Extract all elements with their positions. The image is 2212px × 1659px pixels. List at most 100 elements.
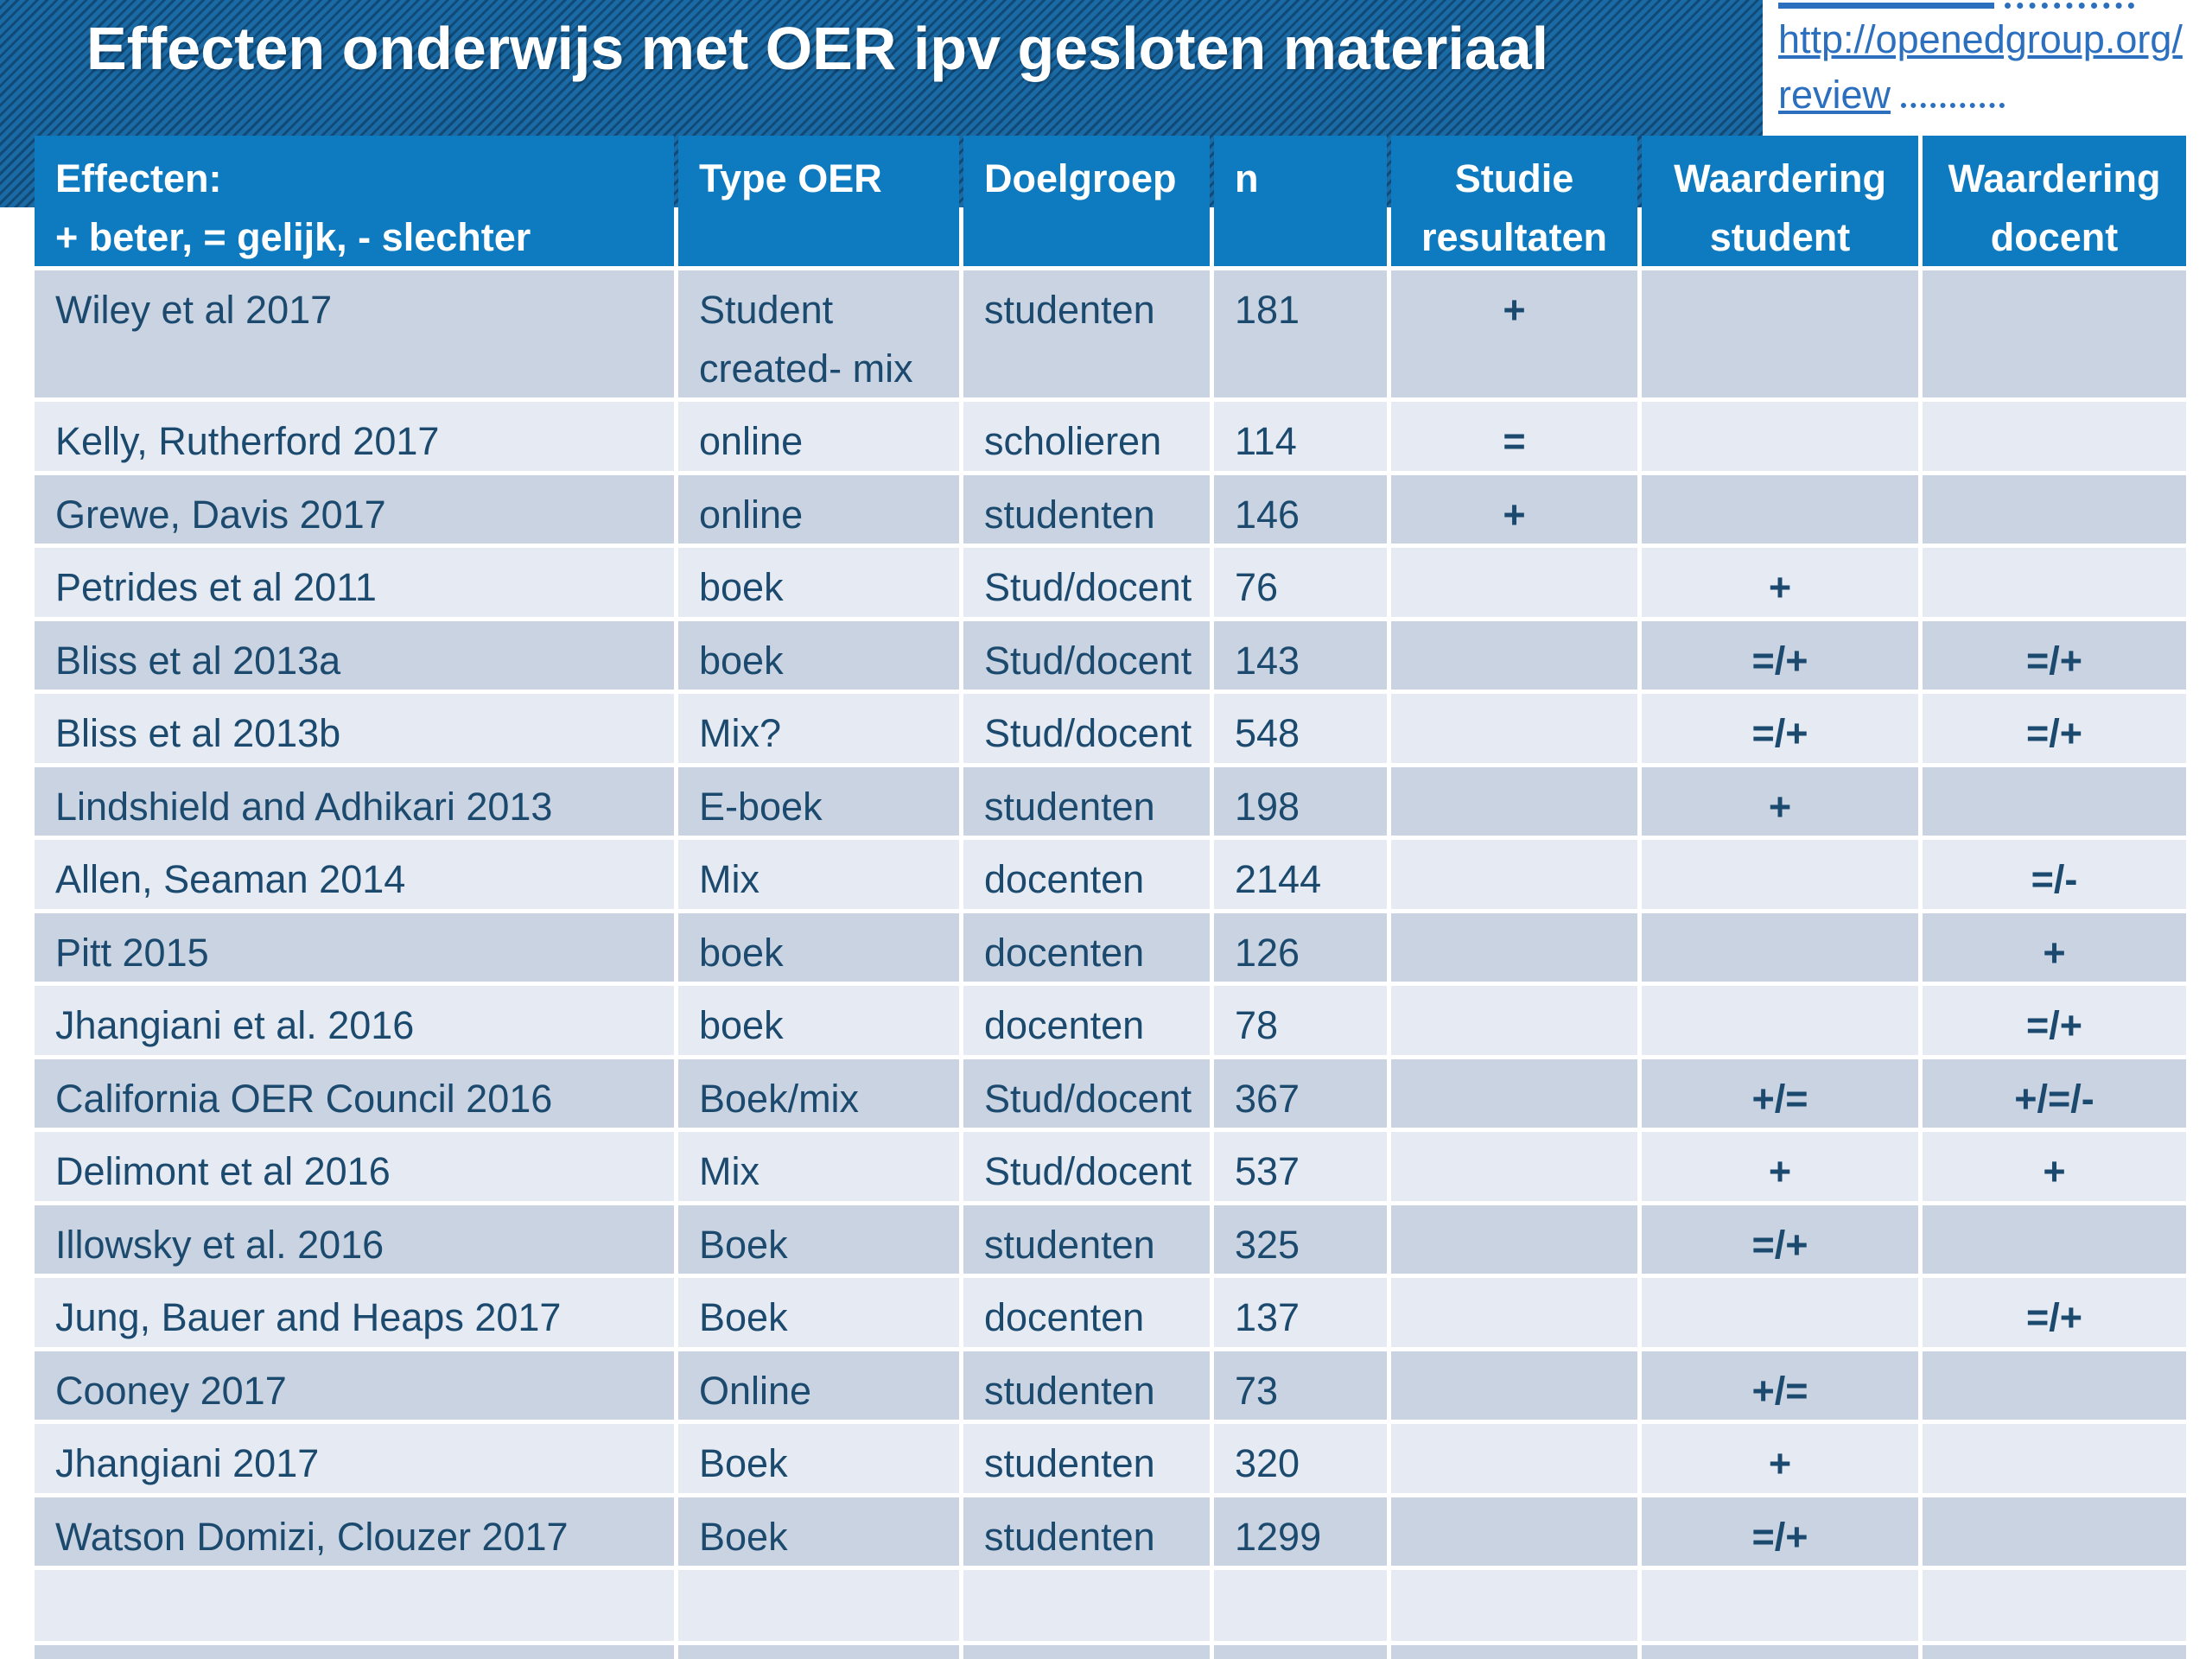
- table-row: Wiley et al 2017 Student created- mix stud…: [35, 270, 2186, 397]
- cell-result: [1391, 548, 1637, 617]
- cell-student: [1642, 402, 1918, 471]
- cell-student: +: [1642, 766, 1918, 836]
- cell-type: Mix: [678, 840, 959, 909]
- cell-n: 181: [1214, 270, 1387, 397]
- cell-group: studenten: [963, 1205, 1210, 1274]
- cell-n: 1299: [1214, 1497, 1387, 1566]
- table-row: Kelly, Rutherford 2017 online scholieren 11…: [35, 402, 2186, 471]
- table-row: Lindshield and Adhikari 2013 E-boek studen…: [35, 766, 2186, 836]
- cropped-underline-artifact: [1778, 3, 1994, 9]
- cell-docent: =/+: [1923, 986, 2186, 1055]
- table-row: Jhangiani et al. 2016 boek docenten 78 =/+: [35, 986, 2186, 1055]
- cell-docent: [1923, 1645, 2186, 1659]
- cell-type: Boek: [678, 1424, 959, 1493]
- column-header-sublabel: resultaten: [1421, 214, 1608, 259]
- cell-group: docenten: [963, 986, 1210, 1055]
- cell-result: [1391, 1132, 1637, 1201]
- cell-docent: [1923, 402, 2186, 471]
- cell-docent: [1923, 766, 2186, 836]
- openedgroup-link[interactable]: http://openedgroup.org/: [1778, 17, 2183, 61]
- cell-student: [1642, 986, 1918, 1055]
- column-header-waardering-docent: Waardering docent: [1923, 136, 2186, 266]
- cell-study: Pitt 2015: [35, 912, 674, 982]
- cell-study: Jung, Bauer and Heaps 2017: [35, 1278, 674, 1347]
- cell-n: 78: [1214, 986, 1387, 1055]
- cell-type: Boek: [678, 1497, 959, 1566]
- cell-group: studenten: [963, 1424, 1210, 1493]
- table-header: Effecten: + beter, = gelijk, - slechter …: [35, 136, 2186, 266]
- cell-student: +: [1642, 1132, 1918, 1201]
- cell-group: Stud/docent: [963, 548, 1210, 617]
- cell-type: boek: [678, 548, 959, 617]
- cell-type: [678, 1570, 959, 1641]
- cell-student: =/+: [1642, 694, 1918, 763]
- cell-type: online: [678, 402, 959, 471]
- cell-n: 143: [1214, 620, 1387, 690]
- cell-student: [1642, 270, 1918, 397]
- table-row: Jung, Bauer and Heaps 2017 Boek docenten 13…: [35, 1278, 2186, 1347]
- cell-result: [1391, 1205, 1637, 1274]
- cell-group: docenten: [963, 1278, 1210, 1347]
- cell-student: +/=: [1642, 1058, 1918, 1128]
- cell-n: 137: [1214, 1278, 1387, 1347]
- table-row: [35, 1645, 2186, 1659]
- column-header-n: n: [1214, 136, 1387, 266]
- cell-type: E-boek: [678, 766, 959, 836]
- cell-docent: +: [1923, 912, 2186, 982]
- column-header-label: n: [1235, 156, 1259, 200]
- dotted-underline-artifact: [1901, 103, 2005, 108]
- cell-docent: +/=/-: [1923, 1058, 2186, 1128]
- cell-docent: [1923, 474, 2186, 543]
- cell-study: Petrides et al 2011: [35, 548, 674, 617]
- cell-n: 114: [1214, 402, 1387, 471]
- cell-result: +: [1391, 474, 1637, 543]
- cell-n: 76: [1214, 548, 1387, 617]
- table-row: Jhangiani 2017 Boek studenten 320 +: [35, 1424, 2186, 1493]
- cell-result: [1391, 1497, 1637, 1566]
- cell-study: Allen, Seaman 2014: [35, 840, 674, 909]
- table-row: Bliss et al 2013b Mix? Stud/docent 548 =/+ =/…: [35, 694, 2186, 763]
- cell-docent: [1923, 548, 2186, 617]
- cell-study: Cooney 2017: [35, 1351, 674, 1420]
- column-header-label: Type OER: [699, 156, 882, 200]
- cell-docent: [1923, 1424, 2186, 1493]
- column-header-sublabel: docent: [1990, 214, 2119, 259]
- cell-result: [1391, 840, 1637, 909]
- table-row: [35, 1570, 2186, 1641]
- table-row: Delimont et al 2016 Mix Stud/docent 537 + +: [35, 1132, 2186, 1201]
- cell-study: Jhangiani 2017: [35, 1424, 674, 1493]
- cell-docent: [1923, 270, 2186, 397]
- cell-result: [1391, 1645, 1637, 1659]
- cell-student: +: [1642, 548, 1918, 617]
- cell-type: boek: [678, 912, 959, 982]
- cell-student: =/+: [1642, 1205, 1918, 1274]
- cell-docent: [1923, 1205, 2186, 1274]
- column-header-studie-resultaten: Studie resultaten: [1391, 136, 1637, 266]
- openedgroup-link-review[interactable]: review: [1778, 73, 1891, 117]
- oer-effects-table: Effecten: + beter, = gelijk, - slechter …: [30, 131, 2190, 1659]
- cell-group: docenten: [963, 912, 1210, 982]
- cell-group: Stud/docent: [963, 620, 1210, 690]
- cell-study: Delimont et al 2016: [35, 1132, 674, 1201]
- cell-study: [35, 1645, 674, 1659]
- cell-result: [1391, 1351, 1637, 1420]
- cell-group: studenten: [963, 1351, 1210, 1420]
- cell-result: [1391, 912, 1637, 982]
- cell-group: studenten: [963, 474, 1210, 543]
- cell-student: =/+: [1642, 620, 1918, 690]
- cell-result: [1391, 620, 1637, 690]
- cell-docent: +: [1923, 1132, 2186, 1201]
- cell-result: [1391, 1058, 1637, 1128]
- column-header-sublabel: + beter, = gelijk, - slechter: [55, 214, 531, 259]
- cell-n: [1214, 1645, 1387, 1659]
- cell-type: Boek: [678, 1205, 959, 1274]
- cell-docent: [1923, 1351, 2186, 1420]
- cell-n: 367: [1214, 1058, 1387, 1128]
- cell-n: 2144: [1214, 840, 1387, 909]
- cell-type: boek: [678, 620, 959, 690]
- cell-group: studenten: [963, 1497, 1210, 1566]
- cell-study: Kelly, Rutherford 2017: [35, 402, 674, 471]
- table-row: Watson Domizi, Clouzer 2017 Boek studenten…: [35, 1497, 2186, 1566]
- cell-n: 126: [1214, 912, 1387, 982]
